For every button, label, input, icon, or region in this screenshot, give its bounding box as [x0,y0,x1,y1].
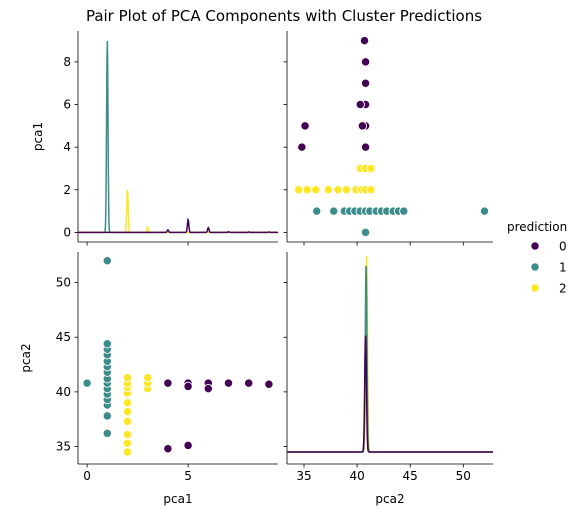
scatter-pca2-vs-pca1 [82,256,274,457]
panel-pca2-vs-pca2: 35 40 45 50 [283,252,493,483]
scatter-point-prediction-2 [366,163,376,174]
x-axis-label-pca1: pca1 [163,492,192,506]
scatter-point-prediction-2 [122,373,133,383]
panel-pca1-vs-pca1: 0 2 4 6 8 [63,31,278,246]
panel-pca2-vs-pca1: 0 5 35 40 45 50 [56,252,278,483]
y-tick-label: 4 [63,140,71,154]
x-tick-label: 0 [83,469,91,483]
x-axis-label-pca2: pca2 [375,492,404,506]
y-tick-label: 0 [63,225,71,239]
legend-title: prediction [507,220,567,234]
scatter-point-prediction-1 [102,428,112,439]
scatter-point-prediction-0 [359,35,370,46]
kde-curve-pca2 [287,335,493,453]
scatter-point-prediction-2 [311,185,321,195]
scatter-point-prediction-0 [163,378,173,388]
legend-label: 2 [559,282,567,296]
kde-line [287,335,493,453]
scatter-point-prediction-0 [360,78,371,88]
kde-curve-pca1 [78,40,278,234]
kde-line [78,40,278,234]
scatter-point-prediction-1 [102,411,112,421]
scatter-point-prediction-0 [360,57,371,67]
x-tick-label: 35 [296,469,311,483]
legend-label: 1 [559,261,567,275]
scatter-point-prediction-1 [312,206,322,216]
scatter-point-prediction-2 [333,185,343,195]
x-tick-label: 40 [349,469,364,483]
scatter-point-prediction-2 [323,185,334,195]
kde-curve-pca2 [287,255,493,453]
x-tick-label: 50 [456,469,471,483]
scatter-point-prediction-1 [329,206,339,216]
plot-panels: 0 2 4 6 8 0 5 35 40 45 50 35 40 45 50 pca1 pca2 pca1 pca2 [19,31,493,506]
scatter-point-prediction-1 [479,206,490,216]
scatter-point-prediction-0 [183,381,193,392]
scatter-point-prediction-0 [357,121,368,131]
scatter-point-prediction-2 [122,416,133,427]
scatter-point-prediction-2 [366,185,376,195]
y-tick-label: 2 [63,183,71,197]
x-tick-label: 45 [403,469,418,483]
scatter-point-prediction-1 [360,227,371,238]
scatter-point-prediction-0 [183,440,193,451]
scatter-point-prediction-0 [300,121,310,131]
scatter-point-prediction-0 [163,444,173,454]
scatter-point-prediction-2 [341,185,352,195]
legend: prediction 0 1 2 [507,220,567,296]
scatter-point-prediction-2 [143,373,153,383]
kde-curve-pca2 [287,265,493,453]
scatter-point-prediction-1 [399,206,409,216]
x-tick-label: 5 [184,469,192,483]
y-tick-label: 35 [56,440,71,454]
y-axis-label-pca1: pca1 [31,122,45,151]
scatter-point-prediction-2 [294,185,304,195]
scatter-point-prediction-2 [122,438,133,448]
y-axis-label-pca2: pca2 [19,343,33,372]
scatter-point-prediction-0 [355,99,365,110]
scatter-point-prediction-1 [102,339,112,349]
legend-marker [530,241,540,251]
legend-marker [530,283,540,293]
scatter-point-prediction-0 [297,142,307,152]
scatter-point-prediction-1 [82,378,92,388]
chart-title: Pair Plot of PCA Components with Cluster… [86,7,482,25]
kde-line [78,217,278,234]
scatter-pca1-vs-pca2 [294,35,490,238]
scatter-point-prediction-0 [264,379,274,389]
y-tick-label: 50 [56,276,71,290]
scatter-point-prediction-0 [223,378,234,388]
scatter-point-prediction-0 [360,142,371,152]
kde-line [287,265,493,453]
y-tick-label: 8 [63,55,71,69]
scatter-point-prediction-0 [244,378,254,388]
y-tick-label: 6 [63,98,71,112]
scatter-point-prediction-1 [102,256,112,266]
legend-label: 0 [559,240,567,254]
scatter-point-prediction-2 [122,406,133,417]
scatter-point-prediction-2 [122,429,133,440]
y-tick-label: 45 [56,330,71,344]
kde-curve-pca1 [78,217,278,234]
y-tick-label: 40 [56,385,71,399]
legend-marker [530,262,540,272]
kde-line [287,255,493,453]
scatter-point-prediction-2 [122,447,133,457]
scatter-point-prediction-0 [203,383,213,394]
scatter-point-prediction-2 [122,398,133,408]
panel-pca1-vs-pca2 [283,31,493,246]
scatter-point-prediction-2 [302,185,312,195]
